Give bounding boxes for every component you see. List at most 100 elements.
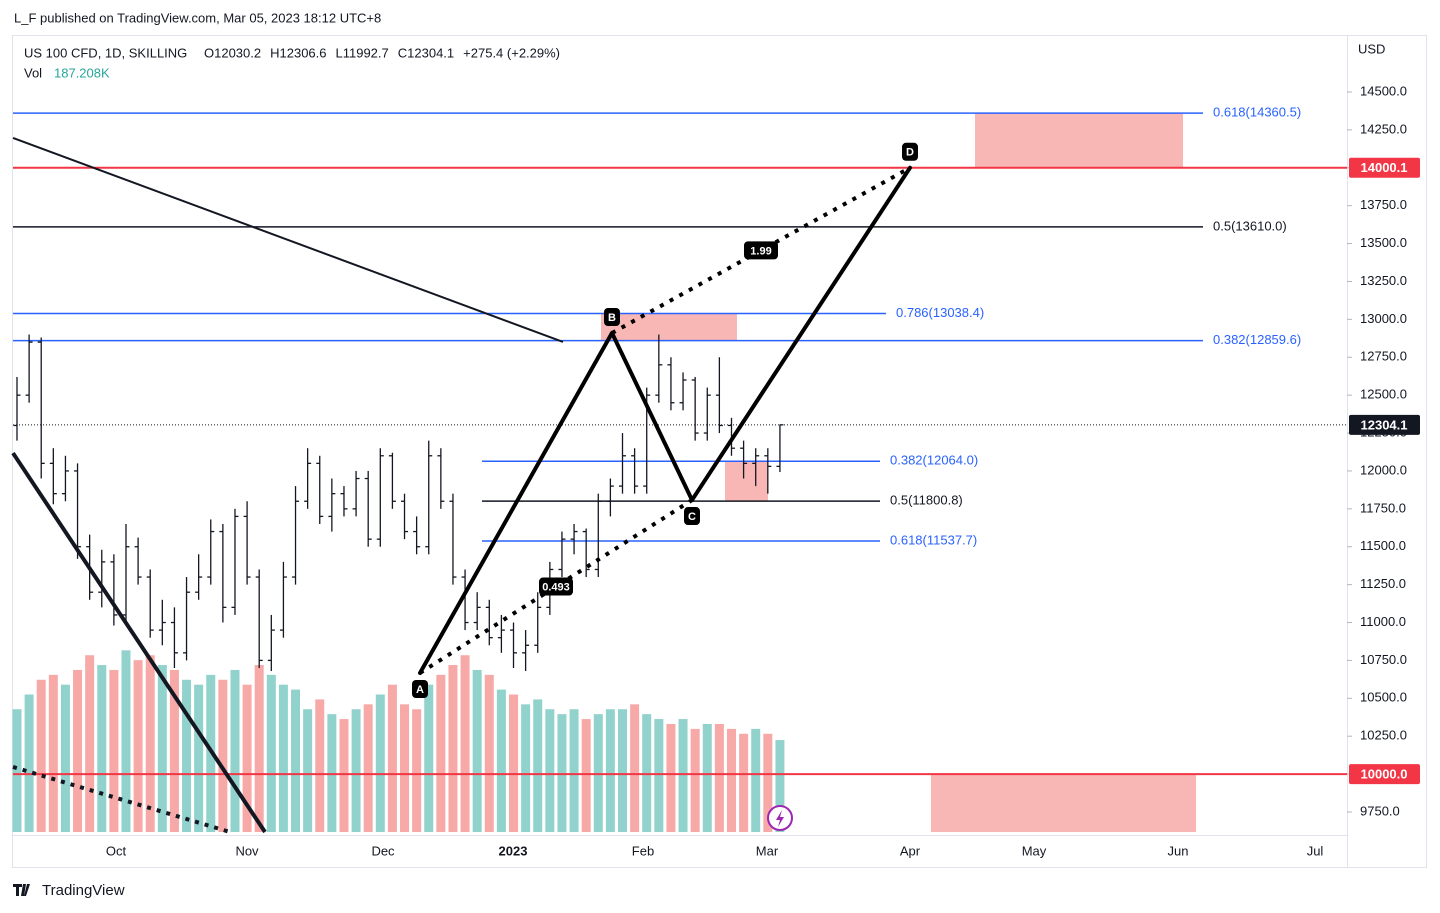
- price-tag: 10000.0: [1361, 767, 1408, 782]
- volume-bar: [690, 728, 700, 832]
- volume-bar: [496, 689, 506, 832]
- volume-bar: [97, 665, 107, 832]
- volume-bar: [666, 723, 676, 832]
- volume-bar: [387, 684, 397, 832]
- volume-bar: [509, 694, 519, 832]
- y-tick-label: 13500.0: [1360, 235, 1407, 250]
- volume-bar: [605, 709, 615, 832]
- volume-bar: [254, 665, 264, 832]
- ratio-box: [539, 577, 573, 596]
- y-tick-label: 13000.0: [1360, 311, 1407, 326]
- zones: [601, 113, 1196, 832]
- volume-bar: [194, 684, 204, 832]
- y-tick-label: 11500.0: [1360, 538, 1406, 553]
- volume-bar: [169, 669, 179, 832]
- volume-bar: [436, 674, 446, 832]
- volume-bar: [460, 655, 470, 832]
- volume-bar: [24, 694, 34, 832]
- currency: USD: [1358, 41, 1385, 56]
- levels: 0.618(14360.5) 0.5(13610.0) 0.786(13038.4)…: [11, 105, 1347, 834]
- volume-title: Vol: [24, 65, 42, 80]
- pattern-leg: [418, 331, 614, 675]
- volume-bar: [48, 674, 58, 832]
- symbol-title: US 100 CFD, 1D, SKILLING: [24, 45, 187, 60]
- volume-bar: [12, 709, 22, 832]
- volume-bar: [654, 719, 664, 832]
- y-tick-label: 11750.0: [1360, 500, 1406, 515]
- ohlc-label: L11992.7: [336, 45, 389, 60]
- footer: TradingView: [42, 882, 125, 899]
- y-tick-label: 14250.0: [1360, 121, 1407, 136]
- volume-bar: [375, 694, 385, 832]
- volume-bar: [472, 669, 482, 832]
- ratio-box: [744, 241, 778, 260]
- point-label: B: [608, 312, 616, 324]
- point-box: [604, 308, 620, 327]
- volume-bar: [315, 699, 325, 832]
- y-tick-label: 10250.0: [1360, 728, 1407, 743]
- volume-bar: [630, 704, 640, 832]
- volume-bar: [545, 709, 555, 832]
- fib-label: 0.5(11800.8): [890, 493, 963, 508]
- y-tick-label: 9750.0: [1360, 803, 1400, 818]
- volume-bar: [182, 679, 192, 832]
- ratio-label: 0.493: [542, 581, 570, 593]
- volume-bar: [351, 709, 361, 832]
- fib-label: 0.618(14360.5): [1213, 105, 1301, 120]
- volume-bar: [521, 704, 531, 832]
- volume-bar: [751, 728, 761, 832]
- point-label: C: [688, 511, 696, 523]
- volume-bar: [278, 684, 288, 832]
- pattern-ratio-line: [611, 166, 911, 335]
- x-tick-label: Apr: [900, 843, 921, 858]
- volume-bar: [412, 709, 422, 832]
- volume-bar: [533, 699, 543, 832]
- volume-bar: [448, 665, 458, 832]
- trendline: [11, 451, 267, 834]
- price-tag-box: [1349, 157, 1420, 178]
- volume-bar: [145, 655, 155, 832]
- x-tick-label: Mar: [756, 843, 779, 858]
- fib-label: 0.5(13610.0): [1213, 218, 1287, 233]
- zone: [931, 774, 1196, 832]
- volume-bar: [569, 709, 579, 832]
- x-tick-label: Jul: [1307, 843, 1324, 858]
- price-tag: 14000.1: [1361, 160, 1408, 175]
- ohlc-label: O12030.2: [204, 45, 261, 60]
- trendline: [12, 765, 231, 834]
- volume-bar: [678, 719, 688, 832]
- fib-label: 0.382(12064.0): [890, 453, 978, 468]
- volume-bar: [109, 669, 119, 832]
- volume-bar: [363, 704, 373, 832]
- volume-bar: [242, 684, 252, 832]
- volume-bar: [763, 733, 773, 832]
- fib-label: 0.618(11537.7): [890, 532, 977, 547]
- x-tick-label: 2023: [499, 843, 528, 858]
- price-bars: [13, 334, 784, 672]
- pattern: 1.99 0.493 A B C D: [412, 142, 918, 698]
- y-tick-label: 14500.0: [1360, 83, 1407, 98]
- y-tick-label: 10750.0: [1360, 652, 1407, 667]
- price-tag-box: [1349, 414, 1420, 435]
- y-tick-label: 12000.0: [1360, 462, 1407, 477]
- price-axis: 9750.0 10000.0 10250.0 10500.0 10750.0 11000.…: [1347, 83, 1420, 818]
- x-tick-label: Nov: [235, 843, 259, 858]
- y-tick-label: 11000.0: [1360, 614, 1406, 629]
- point-box: [684, 507, 700, 526]
- fib-label: 0.786(13038.4): [896, 305, 984, 320]
- y-tick-label: 11250.0: [1360, 576, 1406, 591]
- volume-bar: [739, 733, 749, 832]
- volume-bar: [557, 714, 567, 832]
- volume-value: 187.208K: [54, 65, 110, 80]
- volume-bar: [157, 665, 167, 832]
- volume: [12, 650, 785, 832]
- ratio-label: 1.99: [750, 245, 771, 257]
- volume-bar: [714, 723, 724, 832]
- frame: [12, 35, 1427, 868]
- point-box: [902, 142, 918, 161]
- volume-bar: [702, 723, 712, 832]
- volume-bar: [593, 714, 603, 832]
- volume-bar: [303, 709, 313, 832]
- volume-bar: [266, 674, 276, 832]
